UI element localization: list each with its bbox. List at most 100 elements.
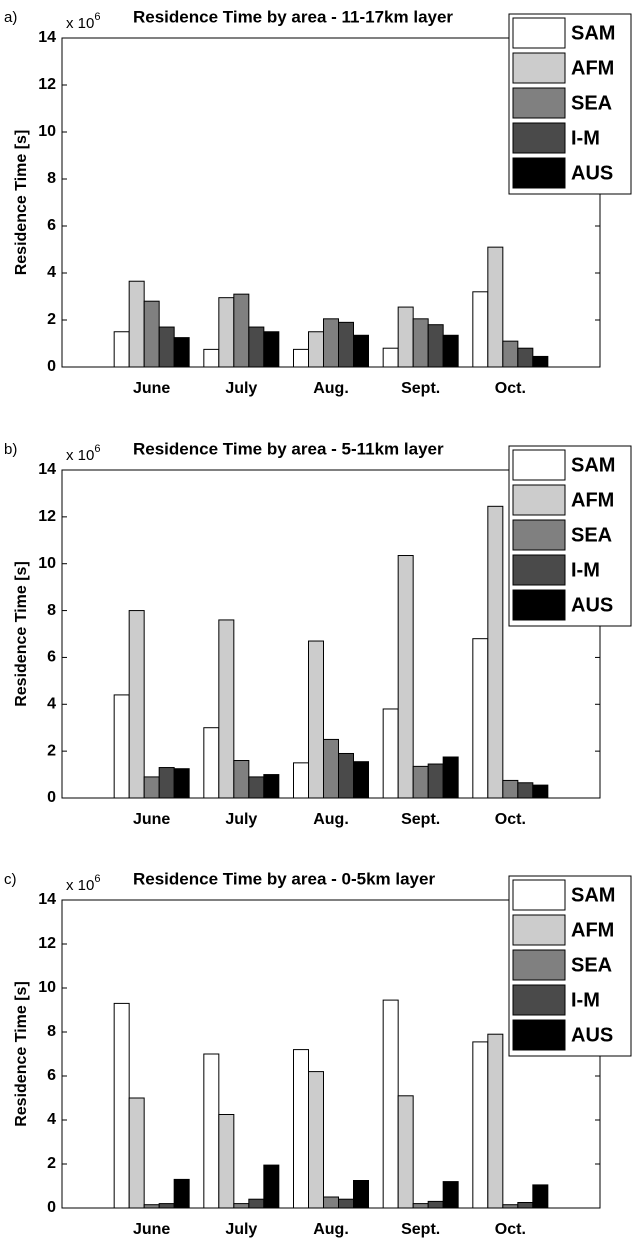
bar bbox=[203, 1053, 220, 1209]
scale-exponent: 6 bbox=[94, 11, 100, 23]
bar bbox=[143, 300, 160, 368]
bar bbox=[472, 638, 489, 799]
bar bbox=[128, 280, 145, 368]
legend-swatch bbox=[512, 1019, 566, 1051]
bar bbox=[308, 331, 324, 368]
bar bbox=[158, 767, 175, 799]
legend-label: I-M bbox=[571, 989, 600, 1011]
legend-label: I-M bbox=[571, 559, 600, 581]
y-tick-label: 2 bbox=[47, 311, 56, 328]
chart-title: Residence Time by area - 11-17km layer bbox=[133, 7, 453, 26]
bar bbox=[113, 694, 130, 799]
y-tick-label: 10 bbox=[38, 555, 56, 572]
bar bbox=[218, 619, 235, 799]
bar bbox=[158, 326, 175, 368]
y-tick-label: 8 bbox=[47, 1023, 56, 1040]
scale-label: x 106 bbox=[66, 443, 100, 464]
bar bbox=[113, 1002, 130, 1209]
y-tick-label: 12 bbox=[38, 76, 56, 93]
x-tick-label: Aug. bbox=[313, 380, 349, 397]
bar bbox=[143, 776, 160, 799]
bar bbox=[308, 1071, 324, 1209]
scale-label: x 106 bbox=[66, 873, 100, 894]
bar bbox=[532, 1184, 549, 1209]
bar bbox=[427, 763, 444, 799]
y-tick-label: 2 bbox=[47, 742, 56, 759]
legend-label: SEA bbox=[571, 524, 612, 546]
y-tick-label: 6 bbox=[47, 1067, 56, 1084]
bar bbox=[218, 1114, 235, 1209]
y-tick-label: 10 bbox=[38, 123, 56, 140]
bar bbox=[338, 321, 354, 368]
bar bbox=[532, 355, 549, 368]
bar bbox=[323, 738, 339, 799]
y-axis-label: Residence Time [s] bbox=[13, 130, 30, 276]
bar bbox=[338, 1198, 354, 1209]
x-tick-label: July bbox=[225, 1221, 257, 1238]
bar bbox=[532, 784, 549, 799]
x-tick-label: Sept. bbox=[401, 811, 440, 828]
x-tick-label: June bbox=[133, 811, 170, 828]
bar bbox=[293, 762, 309, 799]
y-tick-label: 12 bbox=[38, 508, 56, 525]
x-tick-label: Oct. bbox=[495, 1221, 526, 1238]
legend-swatch bbox=[512, 52, 566, 84]
bar bbox=[487, 505, 504, 799]
scale-exponent: 6 bbox=[94, 873, 100, 885]
x-tick-label: July bbox=[225, 380, 257, 397]
y-tick-label: 8 bbox=[47, 170, 56, 187]
bar bbox=[502, 1204, 519, 1209]
scale-base: x 10 bbox=[66, 447, 94, 464]
bar bbox=[502, 779, 519, 799]
bar bbox=[442, 334, 459, 368]
bar bbox=[233, 760, 250, 799]
x-tick-label: Oct. bbox=[495, 811, 526, 828]
bar bbox=[353, 334, 369, 368]
bar bbox=[173, 337, 190, 368]
y-tick-label: 12 bbox=[38, 935, 56, 952]
chart-title: Residence Time by area - 5-11km layer bbox=[133, 439, 444, 458]
bar bbox=[203, 348, 220, 368]
legend-label: SAM bbox=[571, 22, 615, 44]
y-tick-label: 14 bbox=[38, 461, 56, 478]
bar bbox=[412, 765, 429, 799]
y-tick-label: 10 bbox=[38, 979, 56, 996]
bar bbox=[248, 776, 265, 799]
bar bbox=[517, 782, 534, 799]
y-tick-label: 0 bbox=[47, 1199, 56, 1216]
bar bbox=[173, 1178, 190, 1209]
legend-label: AFM bbox=[571, 57, 614, 79]
legend-label: AUS bbox=[571, 162, 613, 184]
y-axis-label: Residence Time [s] bbox=[13, 981, 30, 1127]
y-tick-label: 2 bbox=[47, 1155, 56, 1172]
panel-label: c) bbox=[4, 871, 17, 888]
x-tick-label: July bbox=[225, 811, 257, 828]
bar bbox=[397, 1095, 414, 1209]
bar bbox=[397, 306, 414, 368]
legend-label: AUS bbox=[571, 594, 613, 616]
bar bbox=[517, 347, 534, 368]
bar bbox=[263, 331, 280, 368]
legend-label: AFM bbox=[571, 489, 614, 511]
bar bbox=[293, 1049, 309, 1209]
y-tick-label: 6 bbox=[47, 217, 56, 234]
bar bbox=[427, 1200, 444, 1209]
bar bbox=[382, 708, 399, 799]
bar bbox=[442, 1181, 459, 1209]
legend-label: AFM bbox=[571, 919, 614, 941]
bar bbox=[353, 1180, 369, 1209]
legend-swatch bbox=[512, 519, 566, 551]
bar bbox=[263, 1164, 280, 1209]
bar bbox=[233, 293, 250, 368]
bar bbox=[397, 555, 414, 799]
y-axis-label: Residence Time [s] bbox=[13, 561, 30, 707]
legend-swatch bbox=[512, 554, 566, 586]
x-tick-label: June bbox=[133, 380, 170, 397]
y-tick-label: 4 bbox=[47, 696, 56, 713]
legend-swatch bbox=[512, 984, 566, 1016]
legend-label: SEA bbox=[571, 92, 612, 114]
bar bbox=[472, 1041, 489, 1209]
bar bbox=[412, 318, 429, 368]
bar bbox=[382, 347, 399, 368]
legend-swatch bbox=[512, 879, 566, 911]
